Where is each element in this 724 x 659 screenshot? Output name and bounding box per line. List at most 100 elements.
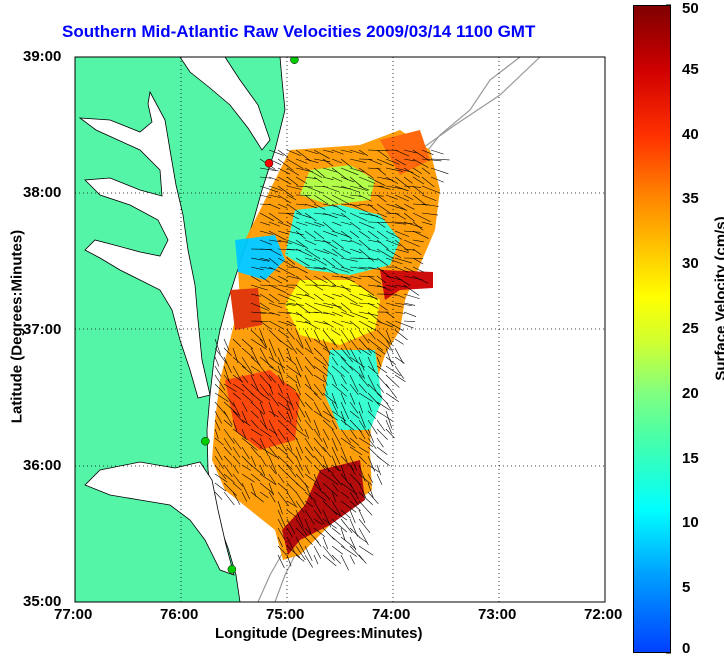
velocity-arrow [295,176,308,184]
velocity-arrow [358,473,373,486]
velocity-arrow [340,221,352,226]
velocity-arrow [295,410,302,422]
velocity-arrow [304,356,316,370]
velocity-arrow [322,536,329,550]
velocity-arrow [349,374,359,392]
velocity-arrow [277,428,286,440]
velocity-arrow [376,257,389,266]
velocity-arrow [385,203,405,210]
velocity-arrow [340,284,351,293]
velocity-arrow [250,320,269,322]
velocity-arrow [241,437,258,451]
velocity-arrow [349,383,359,396]
radar-station-marker [227,565,237,574]
velocity-arrow [259,176,272,179]
velocity-arrow [322,311,336,316]
velocity-arrow [250,284,268,291]
velocity-arrow [268,266,281,273]
velocity-arrow [367,203,378,212]
velocity-arrow [277,545,288,556]
velocity-arrow [295,356,303,372]
velocity-arrow [286,464,297,478]
velocity-arrow [259,266,274,270]
velocity-arrow [367,302,379,309]
velocity-arrow [277,329,290,338]
velocity-arrow [223,401,239,416]
velocity-arrow [430,167,449,175]
chart-title: Southern Mid-Atlantic Raw Velocities 200… [62,22,536,41]
velocity-arrow [313,221,325,227]
velocity-arrow [376,365,387,374]
colorbar-tick-label: 50 [682,0,699,17]
velocity-arrow [286,401,294,420]
velocity-arrow [241,482,251,500]
velocity-arrow [322,509,332,528]
velocity-arrow [295,365,302,378]
velocity-arrow [376,347,386,355]
velocity-arrow [232,464,239,474]
velocity-arrow [277,248,295,251]
velocity-arrow [268,410,279,418]
velocity-arrow [286,392,294,410]
velocity-arrow [259,221,271,226]
velocity-arrow [250,401,265,415]
velocity-arrow [304,464,310,475]
velocity-arrow [331,266,350,273]
velocity-arrow [295,383,301,396]
velocity-arrow [367,473,374,483]
velocity-arrow [358,311,379,316]
velocity-arrow [304,149,319,155]
velocity-arrow [313,311,329,315]
velocity-arrow [367,410,377,420]
velocity-arrow [286,176,298,186]
velocity-arrow [331,545,343,555]
velocity-arrow [367,383,383,398]
velocity-arrow [385,284,397,288]
velocity-arrow [250,302,269,311]
velocity-arrow [277,284,295,289]
velocity-arrow [385,176,398,184]
velocity-arrow [268,446,280,460]
velocity-arrow [403,185,422,188]
velocity-arrow [295,293,310,297]
pamlico-sound [84,461,235,576]
velocity-arrow [295,221,308,226]
velocity-arrow [376,221,386,228]
velocity-arrow [304,275,318,286]
velocity-arrow [331,419,338,430]
velocity-arrow [250,365,261,373]
chesapeake-bay [78,90,211,399]
velocity-arrow [259,185,279,193]
velocity-arrow [322,383,329,395]
velocity-arrow [385,428,395,439]
velocity-arrow [340,257,358,262]
velocity-arrow [286,329,295,340]
velocity-arrow [349,455,358,471]
velocity-arrow [421,185,441,194]
velocity-arrow [340,509,351,519]
velocity-arrow [340,536,357,550]
velocity-arrow [313,554,319,565]
velocity-arrow [304,347,314,355]
velocity-arrow [277,167,291,175]
colorbar-tick-label: 10 [682,514,699,532]
velocity-arrow [277,266,296,277]
velocity-arrow [286,203,302,215]
velocity-arrow [277,221,291,227]
velocity-arrow [322,518,337,529]
velocity-arrow [268,185,283,191]
velocity-arrow [232,338,242,347]
velocity-arrow [385,392,399,402]
velocity-arrow [340,329,351,343]
velocity-arrow [295,437,304,454]
velocity-arrow [268,374,277,384]
velocity-arrow [295,230,306,240]
velocity-arrow [322,167,337,173]
velocity-arrow [367,230,379,239]
velocity-arrow [250,419,259,429]
velocity-arrow [295,527,305,537]
velocity-arrow [304,257,316,262]
y-tick-label: 37:00 [23,320,62,338]
velocity-arrow [412,266,425,273]
velocity-arrow [430,176,444,183]
